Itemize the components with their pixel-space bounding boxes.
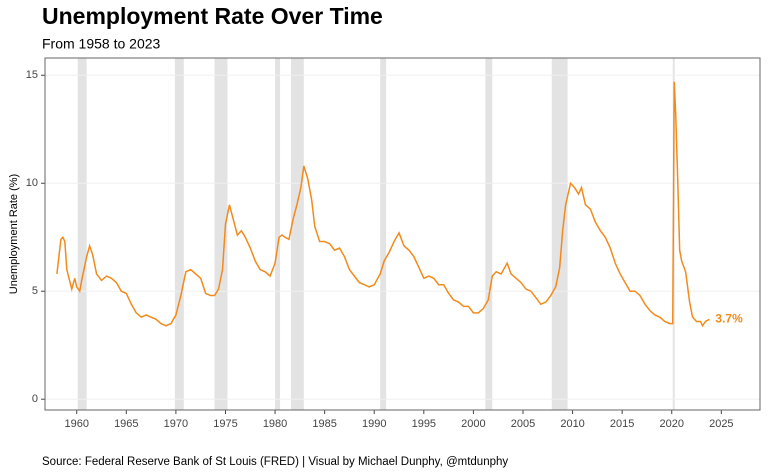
recession-band	[174, 58, 184, 410]
x-tick-label: 1960	[64, 418, 88, 430]
chart-subtitle: From 1958 to 2023	[42, 36, 161, 52]
y-tick-label: 5	[32, 285, 38, 297]
recession-band	[275, 58, 281, 410]
recession-band	[290, 58, 304, 410]
recession-band	[551, 58, 568, 410]
x-tick-label: 2010	[560, 418, 584, 430]
x-tick-label: 1985	[312, 418, 336, 430]
source-note: Source: Federal Reserve Bank of St Louis…	[42, 456, 508, 468]
x-tick-label: 2025	[709, 418, 733, 430]
x-tick-label: 1970	[164, 418, 188, 430]
x-tick-label: 2000	[461, 418, 485, 430]
x-tick-label: 1965	[114, 418, 138, 430]
recession-band	[214, 58, 228, 410]
x-tick-label: 2005	[511, 418, 535, 430]
x-tick-label: 1995	[412, 418, 436, 430]
x-tick-label: 2020	[659, 418, 683, 430]
y-tick-label: 10	[26, 177, 38, 189]
line	[56, 81, 710, 328]
x-tick-label: 2015	[610, 418, 634, 430]
x-tick-label: 1990	[362, 418, 386, 430]
y-axis-label: Unemployment Rate (%)	[8, 174, 20, 294]
recession-band	[380, 58, 387, 410]
chart-title: Unemployment Rate Over Time	[42, 3, 383, 29]
recession-band	[485, 58, 493, 410]
end-label: 3.7%	[715, 311, 743, 325]
x-tick-label: 1980	[263, 418, 287, 430]
y-tick-label: 0	[32, 393, 38, 405]
recession-band	[77, 58, 87, 410]
y-tick-label: 15	[26, 69, 38, 81]
plot-border	[44, 57, 761, 411]
x-tick-label: 1975	[213, 418, 237, 430]
